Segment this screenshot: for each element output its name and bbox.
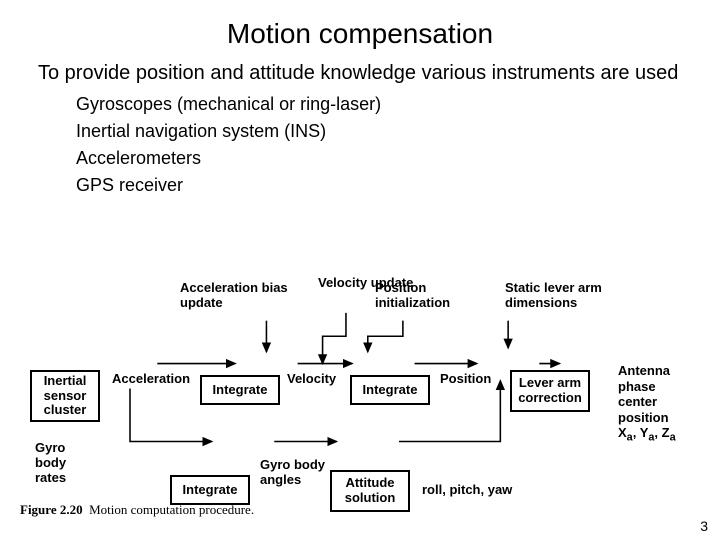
- input-label-accel_bias: Acceleration bias update: [180, 280, 290, 310]
- bullet-item: Gyroscopes (mechanical or ring-laser): [76, 91, 720, 118]
- bullet-item: GPS receiver: [76, 172, 720, 199]
- output-label: AntennaphasecenterpositionXa, Ya, Za: [618, 363, 676, 445]
- page-number: 3: [700, 518, 708, 534]
- flowchart-diagram: Inertial sensor cluster Integrate Integrat…: [20, 270, 700, 500]
- node-attitude: Attitude solution: [330, 470, 410, 512]
- bullet-item: Inertial navigation system (INS): [76, 118, 720, 145]
- edge-label-velocity: Velocity: [287, 371, 336, 386]
- page-title: Motion compensation: [0, 0, 720, 50]
- intro-text: To provide position and attitude knowled…: [0, 50, 720, 87]
- bullet-list: Gyroscopes (mechanical or ring-laser) In…: [0, 87, 720, 199]
- node-int2: Integrate: [350, 375, 430, 405]
- input-label-lever_dim: Static lever arm dimensions: [505, 280, 615, 310]
- edge-label-position: Position: [440, 371, 491, 386]
- bullet-item: Accelerometers: [76, 145, 720, 172]
- node-int3: Integrate: [170, 475, 250, 505]
- node-lever: Lever arm correction: [510, 370, 590, 412]
- input-label-pos_init: Position initialization: [375, 280, 485, 310]
- node-int1: Integrate: [200, 375, 280, 405]
- edge-label-gyro_ang: Gyro body angles: [260, 457, 325, 487]
- edge-label-rpy: roll, pitch, yaw: [422, 482, 512, 497]
- node-sensor: Inertial sensor cluster: [30, 370, 100, 422]
- edge-label-gyro_rates: Gyro body rates: [35, 440, 66, 485]
- edge-label-accel: Acceleration: [112, 371, 190, 386]
- figure-caption: Figure 2.20 Motion computation procedure…: [20, 502, 254, 518]
